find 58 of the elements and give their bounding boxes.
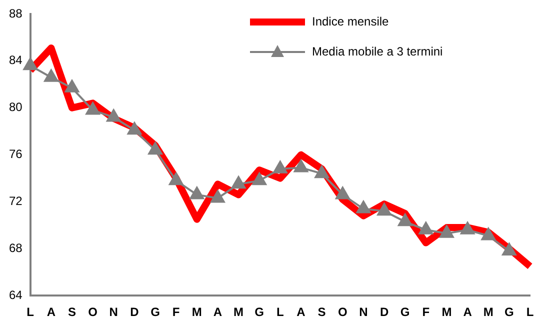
point [336,186,350,200]
x-tick-label: G [150,305,160,320]
legend-label: Media mobile a 3 termini [312,44,443,58]
y-tick-label: 76 [8,147,23,162]
x-tick-label: O [338,305,348,320]
x-tick-label: L [276,305,284,320]
point [502,243,516,256]
point [127,122,142,135]
point [356,200,371,214]
point [169,172,184,186]
y-tick-label: 84 [8,53,23,68]
x-tick-label: D [380,305,389,320]
y-tick-label: 64 [8,288,23,302]
point [148,142,162,155]
legend-label: Indice mensile [312,14,390,28]
x-tick-label: M [483,305,494,320]
point [481,228,496,240]
x-tick-label: G [400,305,410,320]
x-tick-label: D [130,305,140,320]
point [398,214,412,226]
point [106,109,121,122]
y-tick-label: 80 [8,100,23,114]
x-tick-label: M [192,305,202,320]
x-tick-label: S [68,305,76,320]
x-tick-label: N [109,305,118,320]
x-tick-label: O [88,305,98,320]
point [231,176,246,189]
point [273,160,288,174]
x-tick-label: L [526,305,534,320]
x-tick-label: N [359,305,368,320]
x-tick-label: G [504,305,514,320]
x-tick-label: G [254,305,264,320]
x-tick-label: M [442,305,452,320]
x-tick-label: A [463,305,472,320]
point [377,203,392,216]
x-tick-label: L [26,305,34,320]
x-tick-label: M [234,305,244,320]
y-tick-label: 72 [8,194,23,208]
point [314,166,329,178]
x-tick-label: F [422,305,430,320]
point [44,69,58,82]
point [418,222,433,234]
x-tick-label: F [172,305,180,320]
point [440,225,454,238]
point [64,80,80,92]
point [210,190,225,203]
point [252,172,266,186]
point [86,102,100,115]
point [190,186,204,200]
x-tick-label: A [213,305,222,320]
point [23,58,38,70]
y-tick-label: 88 [8,6,23,20]
x-tick-label: S [318,305,326,320]
x-tick-label: A [296,305,306,320]
point [294,160,308,172]
x-tick-label: A [46,305,56,320]
point [460,222,475,234]
y-tick-label: 68 [8,240,23,255]
